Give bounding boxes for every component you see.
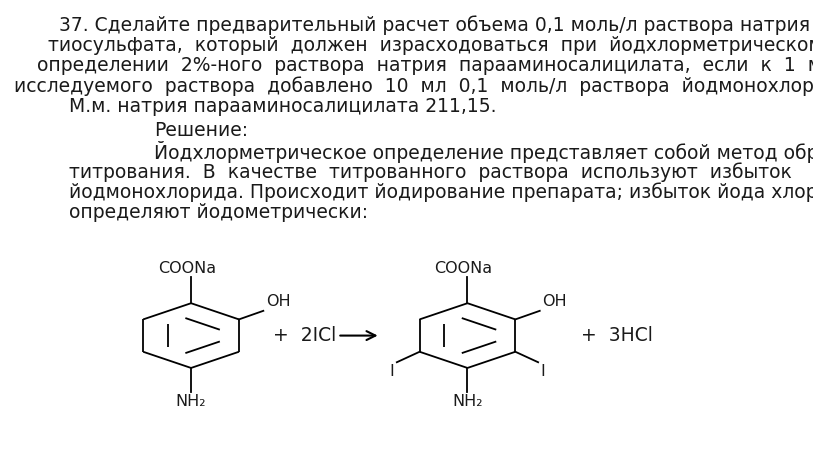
Text: OH: OH (266, 294, 290, 309)
Text: OH: OH (542, 294, 567, 309)
Text: титрования.  В  качестве  титрованного  раствора  используют  избыток: титрования. В качестве титрованного раст… (69, 162, 792, 181)
Text: Решение:: Решение: (154, 121, 249, 140)
Text: исследуемого  раствора  добавлено  10  мл  0,1  моль/л  раствора  йодмонохлорида: исследуемого раствора добавлено 10 мл 0,… (14, 77, 813, 96)
Text: определяют йодометрически:: определяют йодометрически: (69, 203, 368, 222)
Text: 37. Сделайте предварительный расчет объема 0,1 моль/л раствора натрия: 37. Сделайте предварительный расчет объе… (59, 15, 811, 35)
Text: М.м. натрия парааминосалицилата 211,15.: М.м. натрия парааминосалицилата 211,15. (69, 97, 497, 116)
Text: I: I (541, 364, 546, 379)
Text: COONa: COONa (158, 260, 216, 276)
Text: тиосульфата,  который  должен  израсходоваться  при  йодхлорметрическом: тиосульфата, который должен израсходоват… (48, 36, 813, 55)
Text: NH₂: NH₂ (452, 394, 483, 409)
Text: COONa: COONa (434, 260, 493, 276)
Text: Йодхлорметрическое определение представляет собой метод обратного: Йодхлорметрическое определение представл… (154, 141, 813, 163)
Text: йодмонохлорида. Происходит йодирование препарата; избыток йода хлорида: йодмонохлорида. Происходит йодирование п… (69, 182, 813, 202)
Text: I: I (389, 364, 394, 379)
Text: определении  2%-ного  раствора  натрия  парааминосалицилата,  если  к  1  мл: определении 2%-ного раствора натрия пара… (37, 56, 813, 75)
Text: +  2ICl: + 2ICl (273, 326, 337, 345)
Text: +  3HCl: + 3HCl (581, 326, 653, 345)
Text: NH₂: NH₂ (176, 394, 207, 409)
